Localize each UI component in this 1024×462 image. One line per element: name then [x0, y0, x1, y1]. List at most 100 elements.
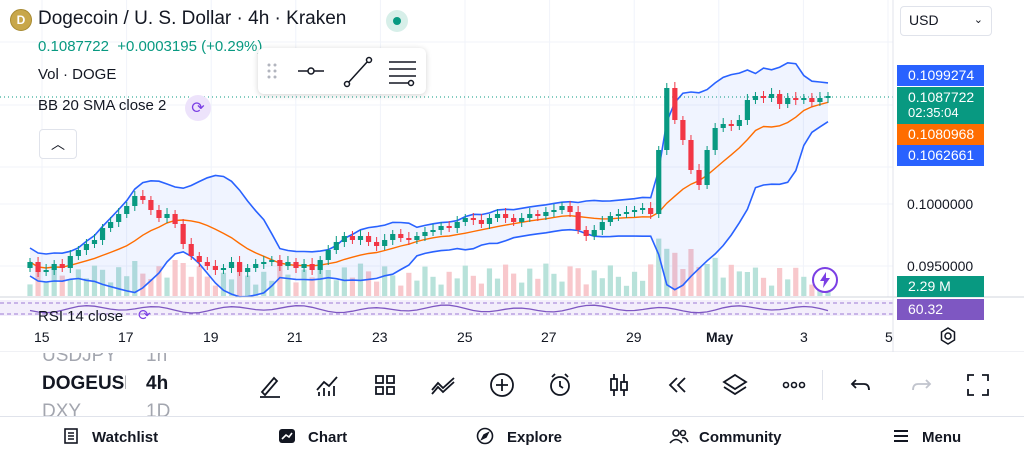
volume-bar	[502, 264, 509, 296]
bb-legend[interactable]: BB 20 SMA close 2	[38, 97, 167, 114]
volume-bar	[140, 273, 146, 296]
community-icon[interactable]	[668, 427, 690, 445]
time-axis-tick: 23	[372, 329, 388, 345]
collapse-legend-button[interactable]: ︿	[39, 129, 77, 159]
nav-watchlist[interactable]: Watchlist	[92, 429, 159, 446]
volume-bar	[785, 279, 791, 296]
candle-body	[91, 240, 98, 244]
volume-bar	[164, 277, 170, 296]
candle-body	[607, 216, 613, 222]
chart-icon[interactable]	[278, 427, 296, 445]
volume-bar	[583, 284, 589, 296]
volume-bar	[640, 280, 646, 296]
volume-bar	[398, 285, 404, 296]
volume-bar	[462, 265, 468, 296]
drag-handle-icon[interactable]	[267, 63, 277, 79]
volume-bar	[438, 284, 444, 296]
undo-icon[interactable]	[846, 370, 876, 400]
price-axis-tick: 0.0950000	[907, 258, 974, 274]
candle-body	[567, 206, 573, 212]
time-axis-tick: 17	[118, 329, 134, 345]
chart-settings-icon[interactable]	[938, 326, 958, 346]
volume-bar	[446, 271, 452, 296]
nav-community[interactable]: Community	[699, 429, 782, 446]
candle-body	[591, 230, 597, 236]
explore-icon[interactable]	[476, 427, 494, 445]
bb-basis-price-label: 0.1080968	[897, 124, 984, 145]
volume-bar	[607, 265, 613, 296]
candle-body	[615, 214, 622, 216]
volume-bar	[486, 268, 493, 296]
symbol-interval-selected: 4h	[146, 373, 169, 394]
compare-icon[interactable]	[428, 370, 458, 400]
candle-style-icon[interactable]	[604, 370, 634, 400]
nav-chart[interactable]: Chart	[308, 429, 348, 446]
candle-body	[349, 236, 356, 240]
rsi-sync-icon[interactable]: ⟳	[138, 307, 151, 320]
candle-body	[817, 98, 823, 102]
bollinger-lower-line	[29, 121, 829, 298]
watchlist-icon[interactable]	[62, 427, 80, 445]
volume-legend[interactable]: Vol · DOGE	[38, 66, 117, 83]
volume-bar	[760, 277, 767, 296]
layers-icon[interactable]	[720, 370, 750, 400]
candle-body	[752, 96, 759, 100]
replay-icon[interactable]	[662, 370, 692, 400]
fullscreen-icon[interactable]	[963, 370, 993, 400]
alert-icon[interactable]	[545, 370, 575, 400]
candle-body	[220, 268, 227, 270]
symbol-wheel[interactable]: USDJPY 1h DOGEUSD 4h DXY 1D	[0, 353, 230, 416]
candle-body	[196, 256, 202, 262]
lightning-icon[interactable]	[811, 266, 839, 294]
time-axis-tick: May	[706, 329, 734, 345]
volume-bar	[599, 278, 605, 296]
volume-bar	[67, 279, 73, 296]
redo-icon[interactable]	[906, 370, 936, 400]
add-icon[interactable]	[487, 370, 517, 400]
candle-body	[543, 212, 549, 216]
line-style-tool-icon[interactable]	[389, 61, 416, 87]
candle-body	[188, 244, 194, 256]
volume-bar	[648, 264, 654, 296]
nav-explore[interactable]: Explore	[507, 429, 563, 446]
volume-bar	[172, 260, 178, 296]
nav-menu[interactable]: Menu	[922, 429, 962, 446]
sync-icon[interactable]: ⟳	[185, 95, 211, 121]
price-chart[interactable]	[0, 0, 1024, 352]
candle-body	[406, 238, 412, 240]
layout-icon[interactable]	[370, 370, 400, 400]
volume-bar	[325, 270, 331, 296]
bb-upper-price-label: 0.1099274	[897, 65, 984, 86]
rsi-legend[interactable]: RSI 14 close	[38, 308, 124, 325]
volume-bar	[277, 264, 283, 296]
candle-body	[680, 120, 686, 140]
indicators-icon[interactable]	[312, 370, 342, 400]
symbol-option[interactable]: USDJPY	[42, 353, 117, 366]
symbol-title[interactable]: Dogecoin / U. S. Dollar · 4h · Kraken	[38, 8, 347, 29]
volume-bar	[349, 277, 356, 296]
dogecoin-logo: D	[10, 9, 32, 31]
candle-body	[164, 214, 170, 218]
volume-bar	[801, 276, 807, 296]
menu-icon[interactable]	[892, 427, 910, 445]
volume-bar	[615, 276, 622, 296]
candle-body	[140, 196, 146, 200]
horizontal-line-tool-icon[interactable]	[298, 67, 324, 75]
last-price-value: 0.1087722	[908, 89, 975, 105]
brush-icon[interactable]	[254, 370, 284, 400]
symbol-option[interactable]: DXY	[42, 401, 82, 416]
volume-bar	[511, 273, 517, 296]
trend-line-tool-icon[interactable]	[343, 56, 373, 88]
bar-countdown: 02:35:04	[908, 105, 959, 120]
candle-body	[59, 264, 65, 268]
candle-body	[801, 98, 807, 100]
volume-bar	[285, 274, 291, 296]
volume-bar	[212, 285, 218, 296]
candle-body	[116, 214, 122, 222]
more-icon[interactable]	[779, 370, 809, 400]
symbol-option-selected[interactable]: DOGEUSD	[42, 373, 126, 394]
currency-select[interactable]: USD ⌄	[900, 6, 992, 36]
volume-bar	[519, 282, 525, 296]
volume-bar	[341, 267, 347, 296]
volume-bar	[390, 275, 396, 296]
